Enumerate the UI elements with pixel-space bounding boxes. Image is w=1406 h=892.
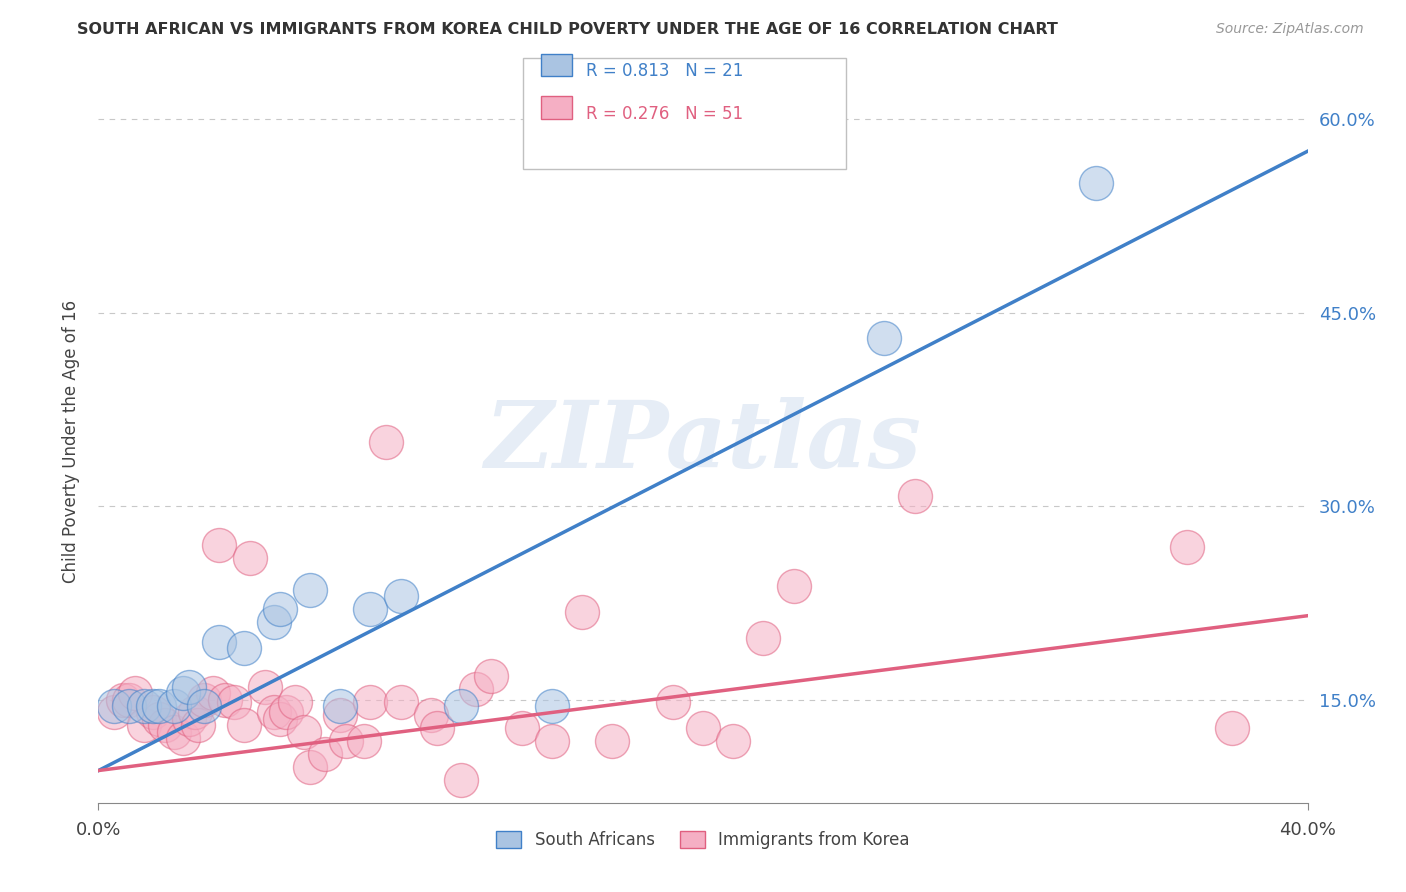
Point (239, 550, 262, 565)
Point (661, 695, 683, 709)
Point (263, 615, 285, 630)
Point (353, 734, 375, 748)
Text: Source: ZipAtlas.com: Source: ZipAtlas.com (1216, 22, 1364, 37)
Point (208, 634, 231, 648)
Point (1220, 721, 1243, 735)
Point (132, 718, 155, 732)
Point (602, 734, 624, 748)
Point (132, 699, 155, 714)
Point (481, 669, 503, 683)
Point (450, 699, 472, 714)
Point (571, 605, 593, 619)
Point (148, 712, 170, 726)
Point (389, 695, 412, 709)
Point (172, 731, 194, 746)
Point (1175, 541, 1198, 555)
Point (184, 706, 207, 720)
Point (335, 734, 357, 748)
Point (723, 734, 745, 748)
Point (224, 695, 246, 709)
Point (269, 602, 291, 616)
Point (329, 708, 352, 723)
Legend: South Africans, Immigrants from Korea: South Africans, Immigrants from Korea (489, 824, 917, 856)
Point (374, 434, 396, 449)
Point (118, 699, 141, 714)
Point (292, 724, 315, 739)
Point (103, 699, 125, 714)
Point (450, 772, 472, 787)
Point (179, 680, 201, 694)
Point (103, 706, 125, 720)
Text: SOUTH AFRICAN VS IMMIGRANTS FROM KOREA CHILD POVERTY UNDER THE AGE OF 16 CORRELA: SOUTH AFRICAN VS IMMIGRANTS FROM KOREA C… (77, 22, 1059, 37)
Point (263, 706, 285, 720)
Point (253, 680, 276, 694)
Point (465, 682, 488, 697)
Point (274, 706, 297, 720)
Point (540, 699, 562, 714)
Text: R = 0.276   N = 51: R = 0.276 N = 51 (586, 105, 744, 123)
Point (904, 489, 927, 503)
Text: R = 0.813   N = 21: R = 0.813 N = 21 (586, 62, 744, 80)
Point (232, 718, 254, 732)
Point (148, 699, 170, 714)
Point (510, 721, 533, 735)
Point (124, 686, 146, 700)
Point (783, 579, 806, 593)
Point (540, 734, 562, 748)
Point (163, 724, 186, 739)
Point (214, 692, 236, 706)
Point (111, 692, 134, 706)
Point (420, 708, 443, 723)
Point (232, 640, 254, 655)
Point (172, 686, 194, 700)
Point (1085, 177, 1108, 191)
Point (314, 747, 336, 761)
Text: ZIPatlas: ZIPatlas (485, 397, 921, 486)
Y-axis label: Child Poverty Under the Age of 16: Child Poverty Under the Age of 16 (62, 300, 80, 583)
Point (153, 718, 176, 732)
Point (163, 699, 186, 714)
Point (284, 695, 307, 709)
Point (193, 699, 215, 714)
Point (692, 721, 714, 735)
Point (873, 331, 896, 345)
Point (269, 712, 291, 726)
Point (299, 760, 322, 774)
Point (142, 706, 165, 720)
Point (118, 692, 141, 706)
Point (329, 699, 352, 714)
Point (360, 602, 382, 616)
Point (202, 686, 225, 700)
Point (426, 721, 449, 735)
Point (299, 582, 322, 597)
Point (389, 590, 412, 604)
Point (193, 692, 215, 706)
Point (187, 718, 209, 732)
Point (142, 699, 165, 714)
Point (752, 631, 775, 645)
Point (208, 538, 231, 552)
Point (179, 712, 201, 726)
Point (360, 695, 382, 709)
